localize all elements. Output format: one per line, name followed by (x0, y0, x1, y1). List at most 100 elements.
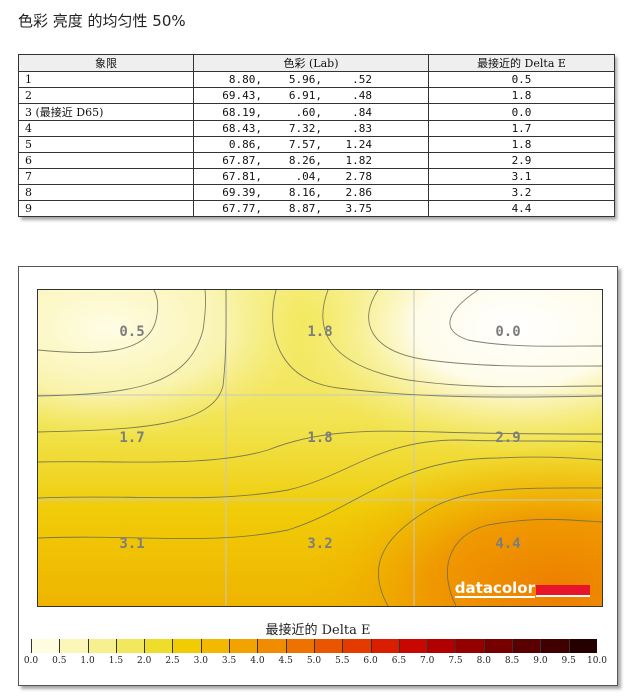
legend-swatch (398, 639, 428, 653)
table-row: 8 69.39, 8.16, 2.86 3.2 (18, 184, 615, 201)
legend-swatch (285, 639, 314, 653)
lab-l: 68.43, (222, 122, 262, 135)
quadrant-cell: 8 (18, 184, 194, 201)
lab-b: 1.82 (345, 154, 373, 167)
legend-swatch (172, 639, 201, 653)
quadrant-cell: 5 (18, 136, 194, 153)
legend-tick: 3.0 (193, 656, 208, 666)
table-row: 5 0.86, 7.57, 1.24 1.8 (18, 136, 615, 153)
header-delta-e: 最接近的 Delta E (428, 54, 615, 72)
legend-tick: 6.5 (391, 656, 407, 666)
table-row: 2 69.43, 6.91, .48 1.8 (18, 87, 615, 104)
lab-a: 7.57, (288, 138, 322, 151)
legend-swatch (540, 639, 569, 653)
lab-cell: 67.87, 8.26, 1.82 (193, 152, 429, 169)
legend-tick: 1.0 (80, 656, 95, 666)
quadrant-cell: 6 (18, 152, 194, 169)
delta-e-cell: 4.4 (428, 200, 615, 217)
lab-b: .84 (352, 105, 372, 119)
legend-tick: 0.5 (52, 656, 67, 666)
legend-swatch (455, 639, 484, 653)
lab-cell: 8.80, 5.96, .52 (193, 71, 429, 88)
lab-b: .83 (352, 122, 372, 135)
color-legend-bar (31, 639, 597, 653)
quadrant-cell: 9 (18, 200, 194, 217)
table-row: 6 67.87, 8.26, 1.82 2.9 (18, 152, 615, 169)
delta-e-cell: 3.1 (428, 168, 615, 185)
lab-cell: 69.43, 6.91, .48 (193, 87, 429, 104)
lab-a: 8.87, (288, 202, 322, 215)
legend-tick: 9.5 (561, 656, 576, 666)
legend-tick: 8.5 (504, 656, 520, 666)
table-row: 1 8.80, 5.96, .52 0.5 (18, 71, 615, 88)
legend-swatch (257, 639, 286, 653)
cell-value-3: 0.0 (495, 324, 521, 340)
legend-swatch (59, 639, 88, 653)
lab-l: 67.81, (222, 170, 262, 183)
legend-swatch (342, 639, 371, 653)
legend-tick: 5.0 (306, 656, 322, 666)
lab-l: 8.80, (228, 73, 262, 86)
lab-a: .04, (295, 170, 323, 183)
lab-l: 67.77, (222, 202, 262, 215)
header-quadrant: 象限 (18, 54, 194, 72)
quadrant-cell: 2 (18, 87, 194, 104)
legend-tick: 4.0 (250, 656, 265, 666)
logo-red-bar (536, 585, 590, 597)
legend-tick: 3.5 (221, 656, 237, 666)
table-row: 4 68.43, 7.32, .83 1.7 (18, 120, 615, 137)
legend-tick: 8.0 (476, 656, 491, 666)
legend-swatch (87, 639, 116, 653)
legend-tick: 5.5 (335, 656, 350, 666)
quadrant-cell: 7 (18, 168, 194, 185)
lab-a: 8.26, (288, 154, 322, 167)
legend-tick: 2.5 (165, 656, 180, 666)
quadrant-cell: 3 (最接近 D65) (18, 103, 194, 121)
lab-table-container: 象限 色彩 (Lab) 最接近的 Delta E 1 8.80, 5.96, .52 0… (18, 54, 615, 217)
legend-tick: 0.0 (23, 656, 39, 666)
lab-l: 69.39, (222, 186, 262, 199)
quadrant-cell: 4 (18, 120, 194, 137)
legend-tick: 9.0 (533, 656, 548, 666)
lab-a: 8.16, (288, 186, 322, 199)
heatmap-contours (38, 290, 602, 606)
legend-tick-labels: 0.0 0.5 1.0 1.5 2.0 2.5 3.0 3.5 4.0 4.5 5.0 5.5 6.0 6… (21, 656, 611, 668)
legend-tick: 7.0 (420, 656, 435, 666)
legend-tick: 2.0 (137, 656, 152, 666)
cell-value-2: 1.8 (307, 324, 333, 340)
lab-a: 6.91, (288, 89, 322, 102)
legend-swatch (200, 639, 230, 653)
legend-swatch (568, 639, 597, 653)
legend-swatch (115, 639, 145, 653)
legend-swatch (427, 639, 456, 653)
legend-title: 最接近的 Delta E (265, 623, 371, 638)
delta-e-cell: 1.8 (428, 87, 615, 104)
cell-value-8: 3.2 (307, 536, 333, 552)
legend-swatch (144, 639, 173, 653)
lab-l: 68.19, (222, 105, 262, 119)
lab-b: 2.78 (345, 170, 373, 183)
cell-value-6: 2.9 (495, 430, 521, 446)
logo-text: datacolor (454, 579, 535, 598)
table-row: 9 67.77, 8.87, 3.75 4.4 (18, 200, 615, 217)
lab-l: 67.87, (222, 154, 262, 167)
lab-b: .52 (352, 73, 372, 86)
lab-cell: 68.43, 7.32, .83 (193, 120, 429, 137)
cell-value-7: 3.1 (119, 536, 145, 552)
lab-b: 3.75 (345, 202, 373, 215)
header-lab: 色彩 (Lab) (193, 54, 429, 72)
delta-e-cell: 2.9 (428, 152, 615, 169)
lab-a: 7.32, (288, 122, 322, 135)
legend-swatch (512, 639, 541, 653)
legend-swatch (31, 639, 60, 653)
delta-e-cell: 0.5 (428, 71, 615, 88)
lab-a: .60, (295, 105, 323, 119)
legend-swatch (483, 639, 513, 653)
lab-b: 2.86 (345, 186, 373, 199)
legend-tick: 1.5 (108, 656, 124, 666)
lab-cell: 0.86, 7.57, 1.24 (193, 136, 429, 153)
delta-e-cell: 1.7 (428, 120, 615, 137)
legend-tick: 10.0 (586, 656, 608, 666)
quadrant-cell: 1 (18, 71, 194, 88)
lab-cell: 68.19, .60, .84 (193, 103, 429, 121)
